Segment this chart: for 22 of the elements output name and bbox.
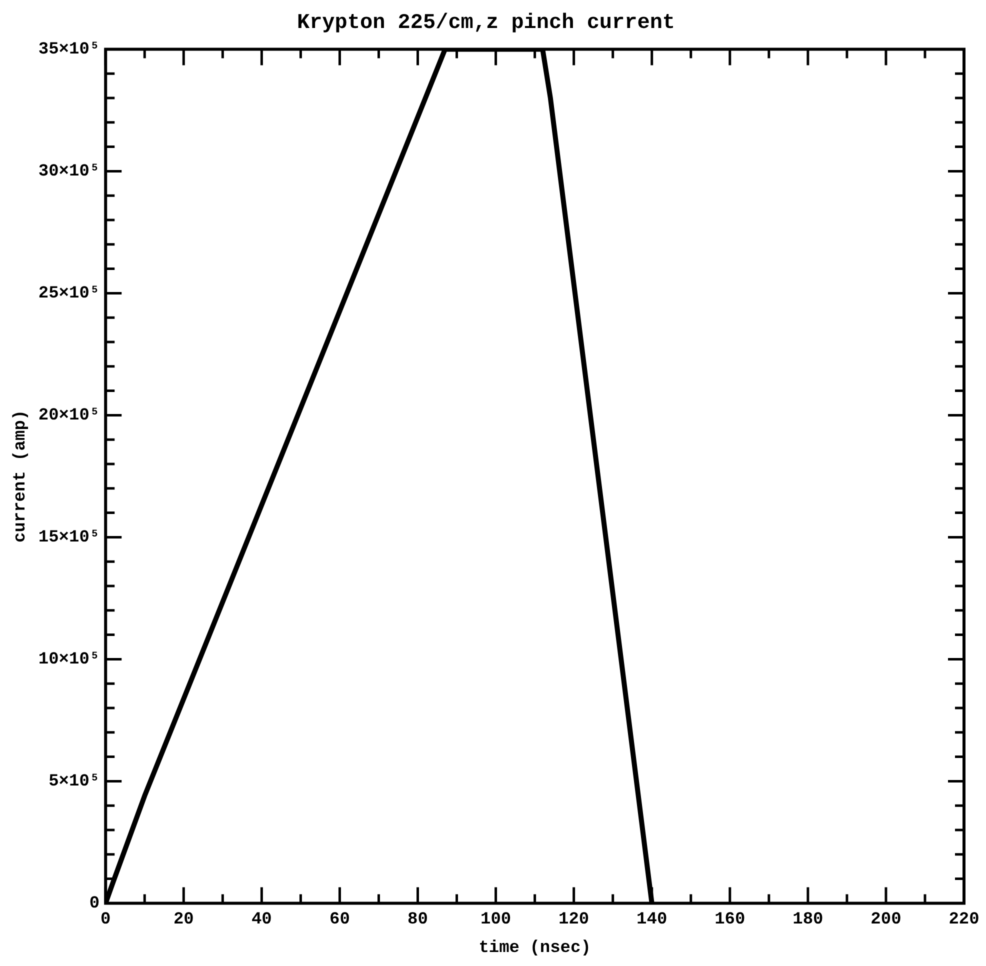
x-tick-label: 180 xyxy=(792,910,824,930)
y-tick-label: 5×10⁵ xyxy=(48,772,100,792)
x-axis-title: time (nsec) xyxy=(478,939,591,958)
x-tick-label: 140 xyxy=(636,910,668,930)
y-tick-label: 20×10⁵ xyxy=(38,406,100,426)
y-tick-label: 15×10⁵ xyxy=(38,528,100,548)
x-tick-label: 120 xyxy=(558,910,590,930)
x-tick-label: 40 xyxy=(251,910,272,930)
x-tick-label: 60 xyxy=(330,910,350,930)
x-tick-label: 80 xyxy=(408,910,428,930)
y-tick-label: 10×10⁵ xyxy=(38,650,100,670)
y-tick-label: 0 xyxy=(89,894,100,914)
y-tick-label: 30×10⁵ xyxy=(38,162,100,182)
y-axis-title: current (amp) xyxy=(11,410,30,543)
x-tick-label: 100 xyxy=(480,910,512,930)
chart-title: Krypton 225/cm,z pinch current xyxy=(296,12,676,35)
y-tick-label: 25×10⁵ xyxy=(38,284,100,304)
x-tick-label: 160 xyxy=(714,910,746,930)
y-tick-label: 35×10⁵ xyxy=(38,40,100,60)
x-tick-label: 220 xyxy=(948,910,980,930)
x-tick-label: 20 xyxy=(173,910,194,930)
x-tick-label: 200 xyxy=(870,910,902,930)
